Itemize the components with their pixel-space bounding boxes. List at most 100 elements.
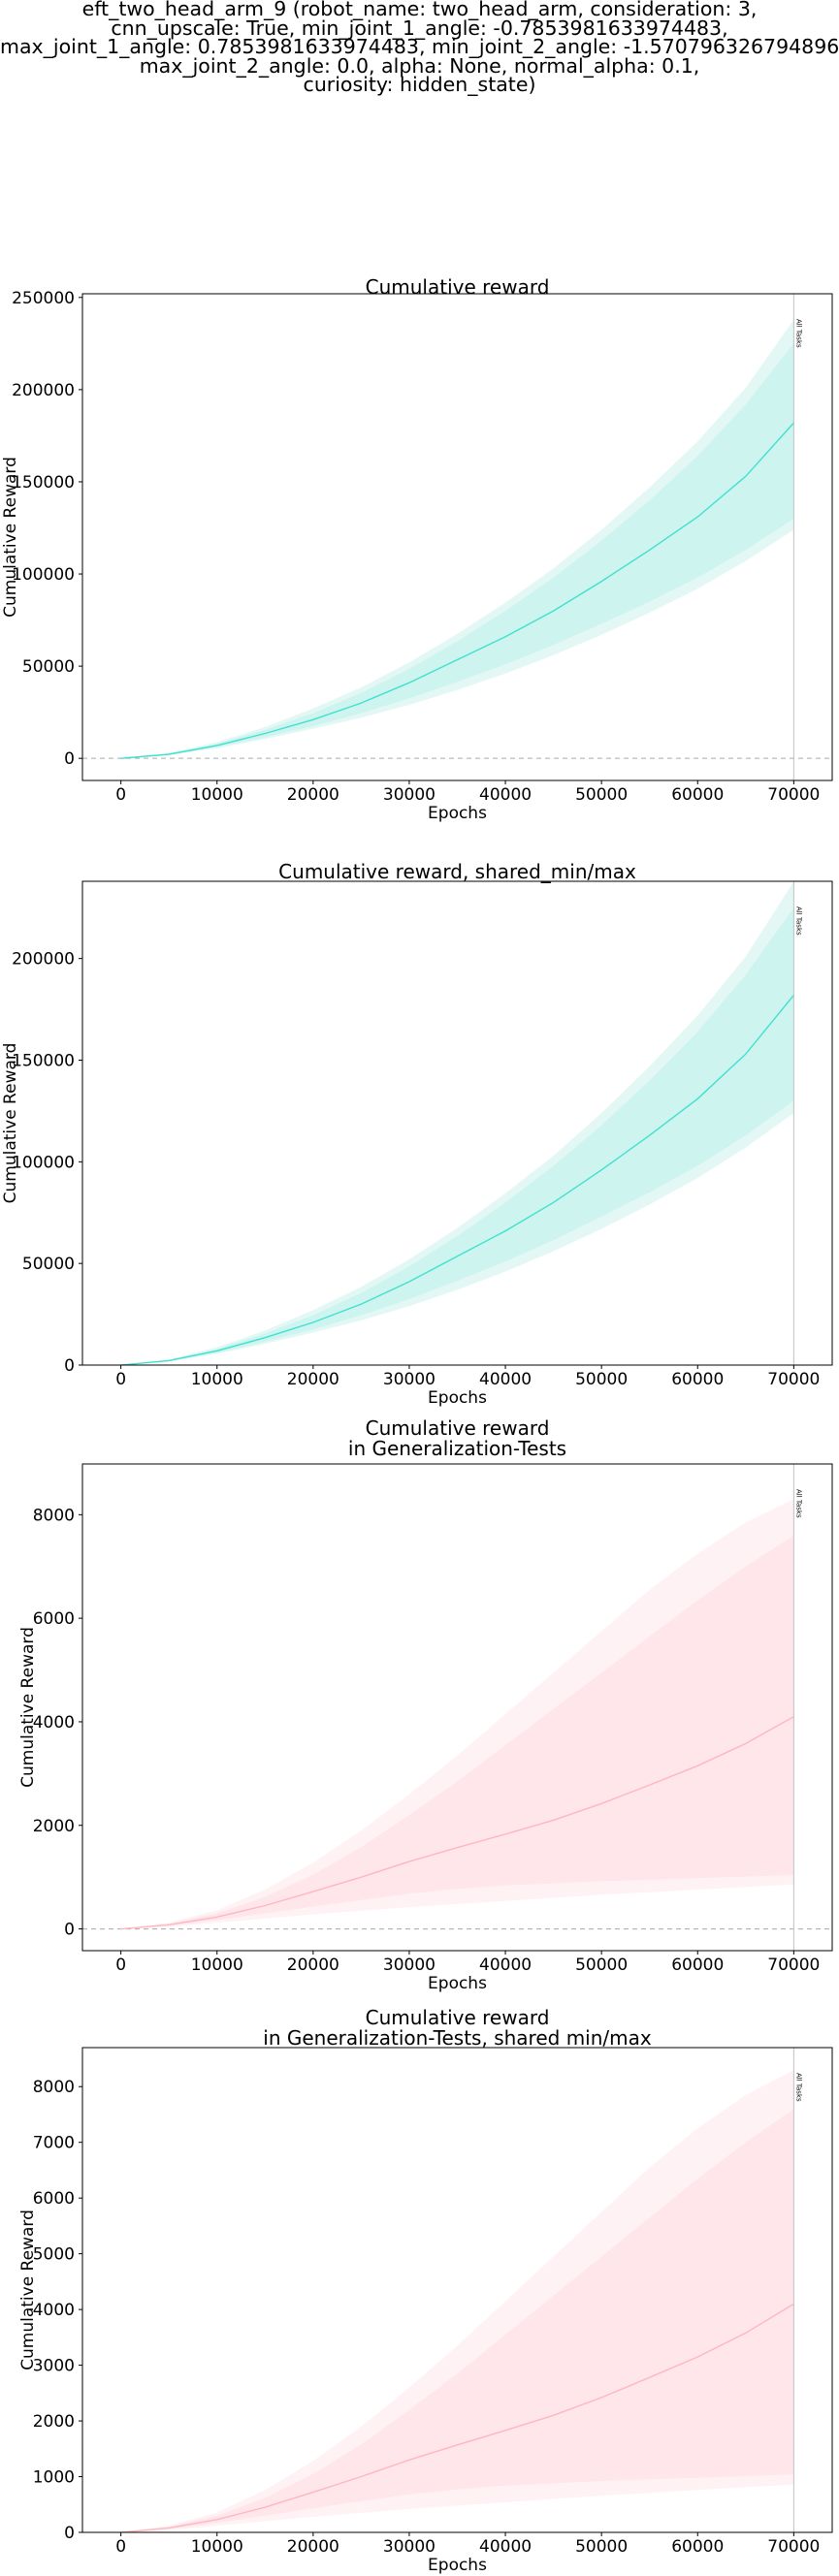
y-tick-label: 4000 (33, 1713, 75, 1733)
suptitle-line: max_joint_2_angle: 0.0, alpha: None, nor… (139, 53, 700, 78)
x-tick-label: 20000 (287, 1370, 339, 1389)
x-tick-label: 20000 (287, 2537, 339, 2557)
y-tick-label: 5000 (33, 2245, 75, 2265)
plot-frame (81, 1463, 833, 1952)
band-inner (120, 1535, 794, 1929)
x-tick-label: 0 (115, 1956, 126, 1975)
figure-suptitle: eft_two_head_arm_9 (robot_name: two_head… (0, 0, 839, 95)
y-tick-label: 1000 (33, 2468, 75, 2488)
y-tick-label: 2000 (33, 1817, 75, 1836)
chart-2: All Tasks 0 10000 20000 30000 40000 50000 60000… (1, 860, 833, 1408)
plot-area (82, 294, 832, 780)
x-tick-label: 40000 (479, 785, 532, 805)
y-tick-label: 6000 (33, 1609, 75, 1629)
y-axis-label: Cumulative Reward (1, 457, 20, 618)
y-tick-label: 0 (64, 1356, 75, 1376)
y-tick-label: 200000 (12, 381, 75, 400)
vline-label: All Tasks (794, 2073, 802, 2102)
x-tick-label: 70000 (767, 1956, 820, 1975)
y-tick-label: 50000 (22, 657, 75, 677)
x-tick-label: 0 (115, 2537, 126, 2557)
chart-title: in Generalization-Tests, shared min/max (263, 2026, 652, 2050)
x-tick-label: 20000 (287, 785, 339, 805)
y-tick-label: 8000 (33, 2078, 75, 2097)
chart-title: in Generalization-Tests (348, 1437, 566, 1460)
vline-label: All Tasks (794, 1489, 802, 1518)
x-tick-label: 70000 (767, 2537, 820, 2557)
y-tick-label: 6000 (33, 2189, 75, 2209)
y-tick-label: 0 (64, 1921, 75, 1940)
band-inner (120, 2109, 794, 2532)
vline-label: All Tasks (794, 319, 802, 348)
y-tick-label: 2000 (33, 2412, 75, 2432)
y-tick-label: 7000 (33, 2134, 75, 2153)
y-tick-label: 0 (64, 749, 75, 769)
x-tick-label: 50000 (575, 1956, 628, 1975)
y-tick-label: 100000 (12, 1153, 75, 1172)
y-axis-label: Cumulative Reward (1, 1043, 20, 1204)
y-tick-label: 3000 (33, 2357, 75, 2376)
y-tick-label: 0 (64, 2524, 75, 2543)
x-axis-label: Epochs (428, 1388, 487, 1408)
y-tick-label: 4000 (33, 2301, 75, 2320)
y-tick-label: 200000 (12, 950, 75, 970)
chart-title: Cumulative reward (366, 275, 550, 299)
plot-frame (81, 293, 833, 781)
x-tick-label: 10000 (191, 785, 243, 805)
x-axis-label: Epochs (428, 804, 487, 823)
y-tick-label: 8000 (33, 1506, 75, 1525)
x-tick-label: 40000 (479, 2537, 532, 2557)
x-tick-label: 50000 (575, 785, 628, 805)
x-tick-label: 0 (115, 1370, 126, 1389)
x-tick-label: 60000 (671, 1956, 724, 1975)
x-tick-label: 60000 (671, 1370, 724, 1389)
y-tick-label: 150000 (12, 473, 75, 493)
x-tick-label: 70000 (767, 785, 820, 805)
x-tick-label: 40000 (479, 1370, 532, 1389)
plot-frame (81, 2047, 833, 2533)
y-axis-label: Cumulative Reward (18, 1627, 38, 1788)
mean-line (120, 2303, 794, 2532)
chart-title: Cumulative reward (366, 2006, 550, 2029)
y-tick-label: 100000 (12, 565, 75, 585)
x-tick-label: 10000 (191, 1370, 243, 1389)
chart-title: Cumulative reward (366, 1416, 550, 1440)
x-tick-label: 50000 (575, 1370, 628, 1389)
suptitle-line: curiosity: hidden_state) (303, 73, 536, 96)
chart-1: All Tasks 0 10000 20000 30000 40000 50000 60000… (1, 275, 833, 823)
y-tick-label: 50000 (22, 1255, 75, 1274)
chart-title: Cumulative reward, shared_min/max (278, 860, 636, 883)
x-axis-label: Epochs (428, 2556, 487, 2575)
x-tick-label: 60000 (671, 2537, 724, 2557)
vline-label: All Tasks (794, 906, 802, 936)
x-axis-label: Epochs (428, 1974, 487, 1993)
x-tick-label: 30000 (383, 1956, 436, 1975)
x-tick-label: 0 (115, 785, 126, 805)
y-axis-label: Cumulative Reward (18, 2210, 38, 2370)
suptitle-line: eft_two_head_arm_9 (robot_name: two_head… (81, 0, 758, 20)
x-tick-label: 30000 (383, 2537, 436, 2557)
suptitle-line: max_joint_1_angle: 0.7853981633974483, m… (0, 35, 839, 58)
y-tick-label: 150000 (12, 1052, 75, 1071)
x-tick-label: 40000 (479, 1956, 532, 1975)
mean-line (120, 994, 794, 1365)
x-tick-label: 30000 (383, 1370, 436, 1389)
x-tick-label: 50000 (575, 2537, 628, 2557)
mean-line (120, 422, 794, 759)
band-inner (120, 907, 794, 1365)
x-tick-label: 70000 (767, 1370, 820, 1389)
plot-area (82, 1464, 832, 1951)
x-tick-label: 10000 (191, 1956, 243, 1975)
x-tick-label: 20000 (287, 1956, 339, 1975)
plot-frame (81, 880, 833, 1366)
plot-area (120, 2048, 794, 2532)
suptitle-line: cnn_upscale: True, min_joint_1_angle: -0… (111, 16, 728, 40)
x-tick-label: 10000 (191, 2537, 243, 2557)
mean-line (120, 1715, 794, 1930)
plot-area (120, 881, 794, 1365)
y-tick-label: 250000 (12, 289, 75, 308)
x-tick-label: 30000 (383, 785, 436, 805)
